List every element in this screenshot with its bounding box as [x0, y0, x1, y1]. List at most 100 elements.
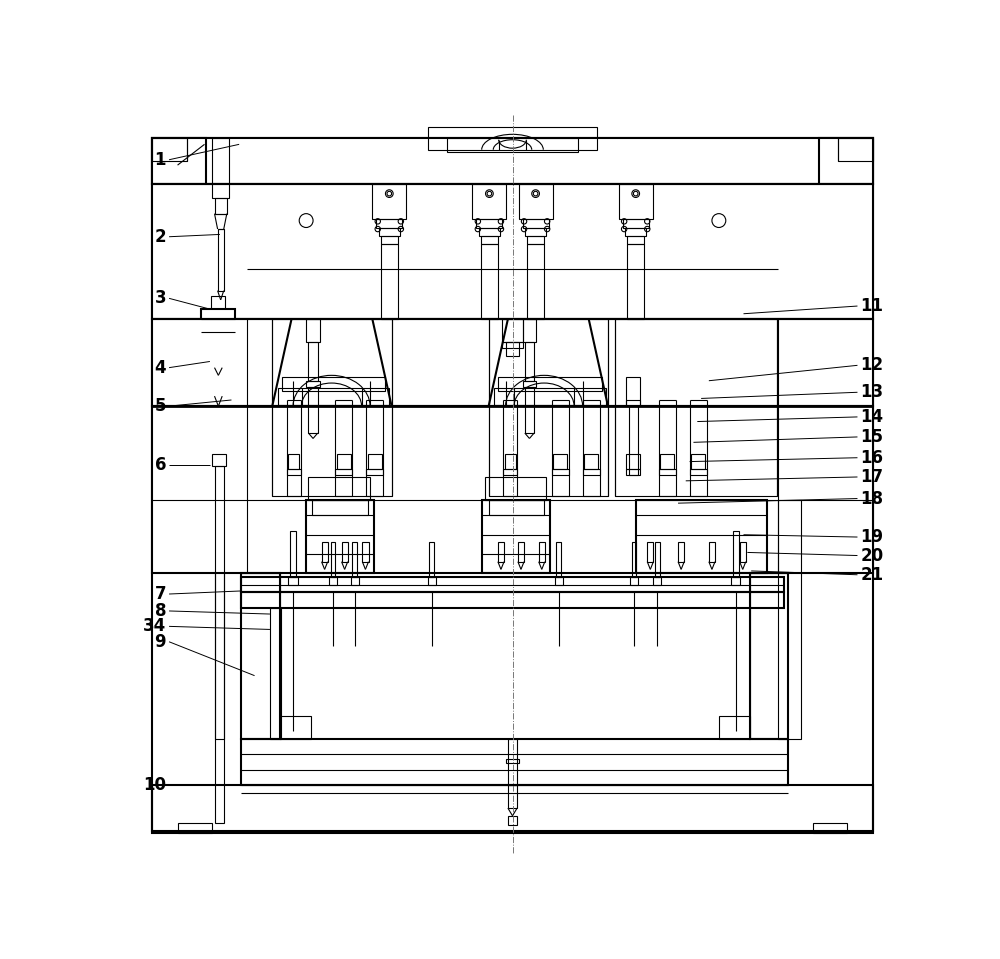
- Bar: [506, 342, 519, 356]
- Bar: [481, 244, 498, 319]
- Bar: [527, 236, 544, 244]
- Bar: [211, 296, 225, 310]
- Bar: [331, 543, 335, 577]
- Bar: [376, 219, 402, 228]
- Bar: [838, 138, 873, 161]
- Bar: [523, 319, 536, 342]
- Bar: [152, 785, 873, 832]
- Bar: [819, 138, 873, 184]
- Text: 14: 14: [861, 408, 884, 426]
- Bar: [636, 500, 767, 573]
- Bar: [212, 454, 226, 466]
- Bar: [351, 577, 358, 585]
- Text: 10: 10: [143, 776, 166, 794]
- Text: 7: 7: [154, 585, 166, 603]
- Bar: [329, 577, 337, 585]
- Bar: [778, 500, 801, 738]
- Bar: [523, 219, 549, 228]
- Bar: [678, 543, 684, 562]
- Bar: [428, 127, 597, 150]
- Text: 34: 34: [143, 618, 166, 636]
- Bar: [525, 342, 534, 381]
- Bar: [632, 543, 636, 577]
- Bar: [352, 543, 357, 577]
- Bar: [278, 388, 389, 406]
- Bar: [241, 577, 784, 593]
- Bar: [555, 577, 563, 585]
- Bar: [241, 593, 784, 608]
- Bar: [626, 469, 640, 476]
- Text: 9: 9: [154, 633, 166, 651]
- Bar: [476, 219, 502, 228]
- Bar: [494, 388, 606, 406]
- Bar: [615, 319, 777, 496]
- Text: 11: 11: [861, 297, 884, 316]
- Bar: [627, 236, 644, 244]
- Text: 3: 3: [154, 290, 166, 307]
- Bar: [505, 454, 516, 469]
- Bar: [740, 543, 746, 562]
- Bar: [152, 138, 873, 184]
- Bar: [552, 407, 569, 496]
- Bar: [152, 407, 873, 573]
- Bar: [287, 407, 301, 496]
- Bar: [152, 138, 187, 161]
- Bar: [485, 477, 546, 500]
- Bar: [215, 469, 224, 824]
- Bar: [241, 573, 280, 738]
- Bar: [152, 138, 206, 184]
- Bar: [290, 531, 296, 577]
- Bar: [335, 407, 352, 496]
- Bar: [381, 244, 398, 319]
- Text: 13: 13: [861, 384, 884, 401]
- Bar: [366, 407, 383, 496]
- Bar: [152, 184, 873, 319]
- Text: 5: 5: [154, 397, 166, 415]
- Bar: [362, 543, 369, 562]
- Bar: [503, 469, 517, 476]
- Bar: [690, 407, 707, 496]
- Bar: [215, 377, 222, 396]
- Bar: [623, 219, 649, 228]
- Bar: [630, 577, 638, 585]
- Bar: [306, 319, 320, 342]
- Text: 8: 8: [154, 602, 166, 620]
- Bar: [212, 138, 229, 199]
- Bar: [479, 228, 500, 236]
- Bar: [508, 738, 517, 785]
- Bar: [270, 608, 281, 738]
- Bar: [241, 738, 788, 785]
- Bar: [379, 228, 400, 236]
- Bar: [366, 469, 383, 476]
- Bar: [660, 454, 674, 469]
- Bar: [337, 454, 351, 469]
- Text: 20: 20: [861, 547, 884, 565]
- Bar: [553, 454, 567, 469]
- Text: 17: 17: [861, 468, 884, 486]
- Bar: [625, 228, 646, 236]
- Text: 1: 1: [154, 151, 166, 169]
- Bar: [489, 319, 608, 496]
- Bar: [525, 228, 546, 236]
- Bar: [335, 469, 352, 476]
- Bar: [731, 577, 740, 585]
- Bar: [527, 244, 544, 319]
- Text: 18: 18: [861, 489, 884, 507]
- Bar: [498, 543, 504, 562]
- Bar: [655, 543, 660, 577]
- Bar: [308, 477, 370, 500]
- Bar: [312, 500, 368, 516]
- Bar: [523, 381, 536, 386]
- Text: 2: 2: [154, 227, 166, 246]
- Bar: [381, 236, 398, 244]
- Bar: [429, 543, 434, 577]
- Bar: [481, 236, 498, 244]
- Bar: [178, 824, 212, 832]
- Bar: [691, 454, 705, 469]
- Bar: [556, 543, 561, 577]
- Bar: [518, 543, 524, 562]
- Bar: [498, 377, 602, 390]
- Bar: [525, 386, 534, 433]
- Bar: [583, 469, 600, 476]
- Bar: [306, 381, 320, 386]
